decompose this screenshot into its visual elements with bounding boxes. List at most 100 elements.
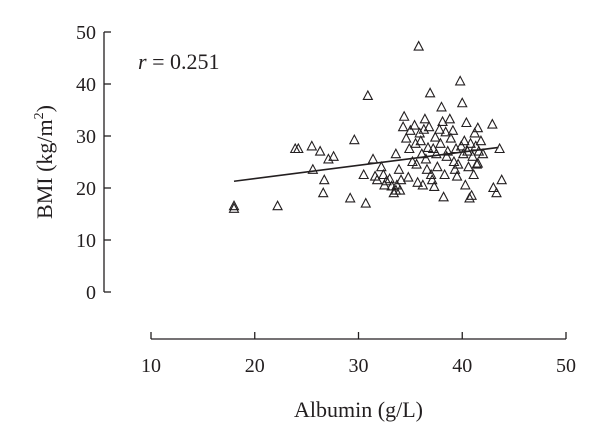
y-axis-title-main: BMI (kg/m — [32, 119, 57, 219]
data-point — [409, 119, 420, 130]
data-point — [415, 135, 427, 146]
data-point — [487, 181, 499, 193]
data-point — [431, 161, 443, 172]
data-point — [307, 163, 319, 174]
data-point — [441, 150, 453, 161]
data-point — [455, 140, 467, 151]
data-point — [422, 141, 434, 153]
y-tick-label: 0 — [86, 282, 96, 304]
data-point — [306, 140, 318, 151]
data-point — [411, 158, 423, 169]
data-point — [427, 142, 439, 154]
data-point — [496, 174, 508, 185]
data-point — [403, 142, 415, 154]
y-tick-label: 30 — [76, 126, 96, 148]
x-tick-label: 20 — [245, 355, 265, 377]
data-point — [424, 87, 436, 98]
data-point — [464, 192, 475, 203]
data-point — [377, 168, 389, 180]
data-point — [381, 175, 392, 186]
data-point — [400, 132, 412, 143]
x-tick-label: 30 — [349, 355, 369, 377]
data-point — [289, 142, 301, 154]
data-points — [228, 40, 508, 213]
data-point — [328, 150, 340, 161]
data-point — [418, 123, 430, 134]
data-point — [423, 120, 435, 132]
data-point — [413, 40, 425, 51]
data-point — [434, 123, 445, 134]
data-point — [475, 135, 487, 146]
data-point — [393, 163, 405, 174]
correlation-annotation: r = 0.251 — [138, 49, 219, 74]
data-point — [371, 174, 383, 185]
data-point — [390, 148, 402, 159]
x-ticks: 10 20 30 40 50 — [141, 332, 576, 377]
data-point — [438, 191, 449, 202]
data-point — [440, 126, 452, 137]
data-point — [419, 113, 431, 124]
data-point — [398, 110, 410, 121]
data-point — [395, 174, 407, 185]
data-point — [436, 101, 447, 112]
data-point — [358, 168, 370, 180]
data-point — [344, 192, 356, 203]
data-point — [459, 179, 471, 190]
data-point — [228, 200, 240, 211]
data-point — [491, 187, 502, 198]
data-point — [412, 176, 424, 187]
data-point — [391, 179, 403, 190]
y-tick-label: 40 — [76, 74, 96, 96]
x-tick-label: 50 — [556, 355, 576, 377]
data-point — [430, 148, 442, 159]
data-point — [467, 150, 479, 161]
data-point — [469, 127, 481, 138]
data-point — [384, 172, 396, 184]
data-point — [468, 168, 480, 180]
data-point — [417, 179, 429, 190]
y-tick-label: 50 — [76, 22, 96, 44]
correlation-value: = 0.251 — [147, 49, 220, 74]
data-point — [460, 116, 472, 128]
data-point — [435, 137, 446, 148]
data-point — [465, 137, 476, 148]
data-point — [445, 132, 457, 143]
data-point — [449, 163, 461, 174]
y-tick-label: 10 — [76, 230, 96, 252]
data-point — [425, 168, 437, 180]
data-point — [439, 168, 451, 180]
data-point — [472, 157, 484, 168]
data-point — [318, 174, 330, 185]
data-point — [447, 124, 459, 135]
data-point — [444, 113, 456, 124]
correlation-var: r — [138, 49, 147, 74]
data-point — [466, 189, 478, 200]
data-point — [437, 115, 448, 127]
data-point — [272, 200, 283, 211]
x-axis: 10 20 30 40 50 — [141, 332, 576, 377]
data-point — [397, 120, 409, 132]
data-point — [228, 202, 240, 213]
data-point — [448, 155, 460, 167]
data-point — [322, 153, 334, 164]
data-point — [477, 148, 489, 159]
y-axis-title: BMI (kg/m2) — [32, 105, 57, 219]
data-point — [292, 142, 304, 154]
data-point — [362, 89, 374, 101]
data-point — [451, 170, 463, 181]
data-point — [402, 171, 414, 182]
y-axis-title-end: ) — [32, 105, 57, 112]
data-point — [375, 161, 387, 172]
data-point — [420, 153, 432, 164]
data-point — [463, 161, 474, 172]
data-point — [367, 153, 379, 164]
data-point — [410, 137, 421, 148]
trend-line — [233, 146, 499, 183]
x-tick-label: 10 — [141, 355, 161, 377]
data-point — [472, 122, 484, 133]
data-point — [348, 133, 360, 145]
y-axis-title-sup: 2 — [32, 112, 47, 119]
y-ticks: 0 10 20 30 40 50 — [76, 22, 111, 304]
data-point — [394, 184, 406, 195]
data-point — [454, 75, 466, 86]
